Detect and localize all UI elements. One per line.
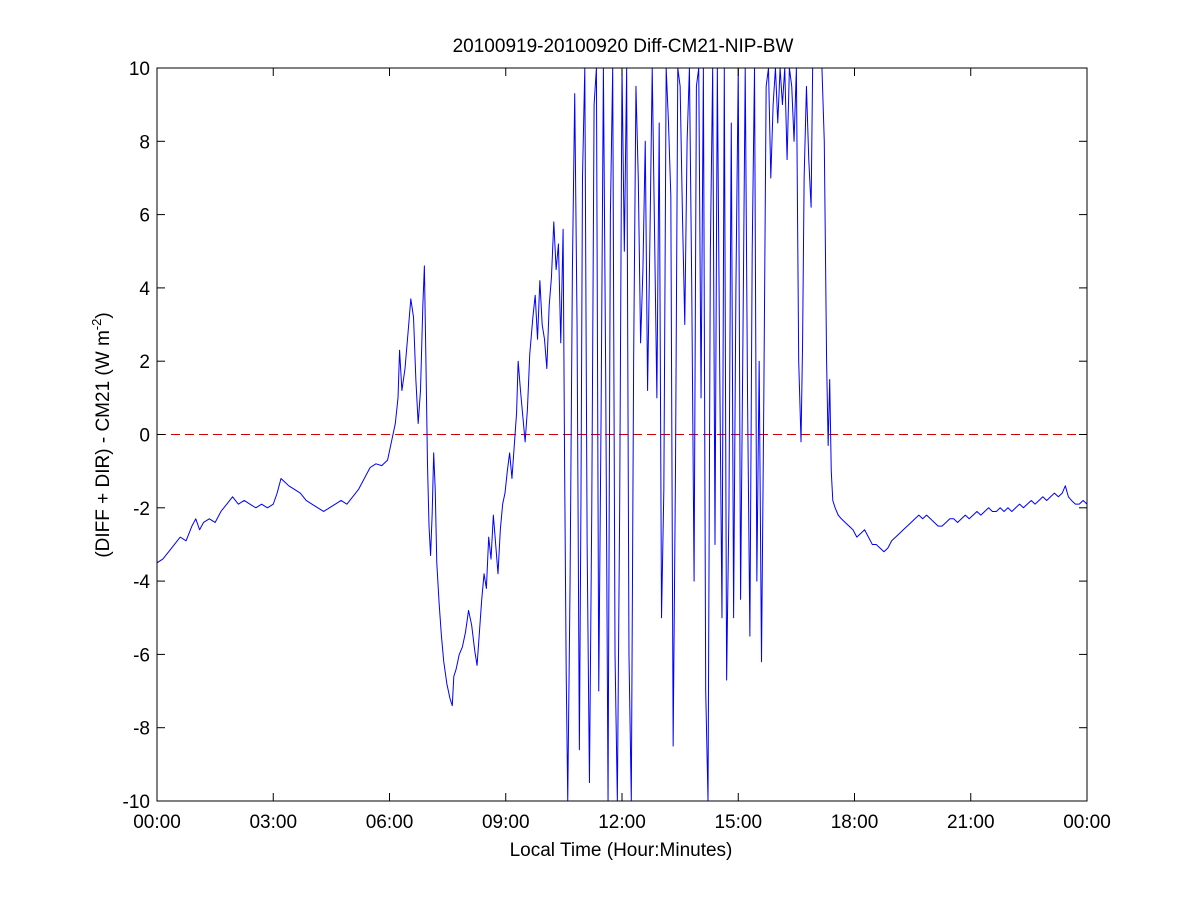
y-tick-label: 6 [139,206,150,227]
y-tick-label: 0 [139,426,150,447]
y-tick-label: 10 [129,59,150,80]
y-tick-label: 2 [139,352,150,373]
x-tick-label: 15:00 [714,812,762,833]
data-series-line-0 [157,68,1087,801]
y-axis-label-prefix: (DIFF + DIR) - CM21 (W m [93,330,114,557]
x-tick-label: 18:00 [831,812,879,833]
y-axis-label-suffix: ) [93,312,114,318]
y-tick-label: -2 [133,499,150,520]
x-tick-label: 12:00 [598,812,646,833]
y-tick-label: -8 [133,719,150,740]
x-tick-label: 06:00 [366,812,414,833]
y-tick-label: -10 [123,792,150,813]
y-axis-label-superscript: -2 [89,319,104,331]
y-tick-label: 4 [139,279,150,300]
x-axis-label: Local Time (Hour:Minutes) [510,840,733,861]
chart-title: 20100919-20100920 Diff-CM21-NIP-BW [453,36,794,57]
x-tick-label: 09:00 [482,812,530,833]
x-tick-label: 21:00 [947,812,995,833]
y-tick-label: 8 [139,132,150,153]
x-tick-label: 00:00 [133,812,181,833]
y-tick-label: -4 [133,572,150,593]
x-tick-label: 00:00 [1063,812,1111,833]
plot-area: 00:00 03:00 06:00 09:00 12:00 15:00 18:00 21:00… [123,59,1111,833]
y-axis-label: (DIFF + DIR) - CM21 (W m-2) [89,312,114,557]
y-tick-label: -6 [133,645,150,666]
x-tick-label: 03:00 [249,812,297,833]
